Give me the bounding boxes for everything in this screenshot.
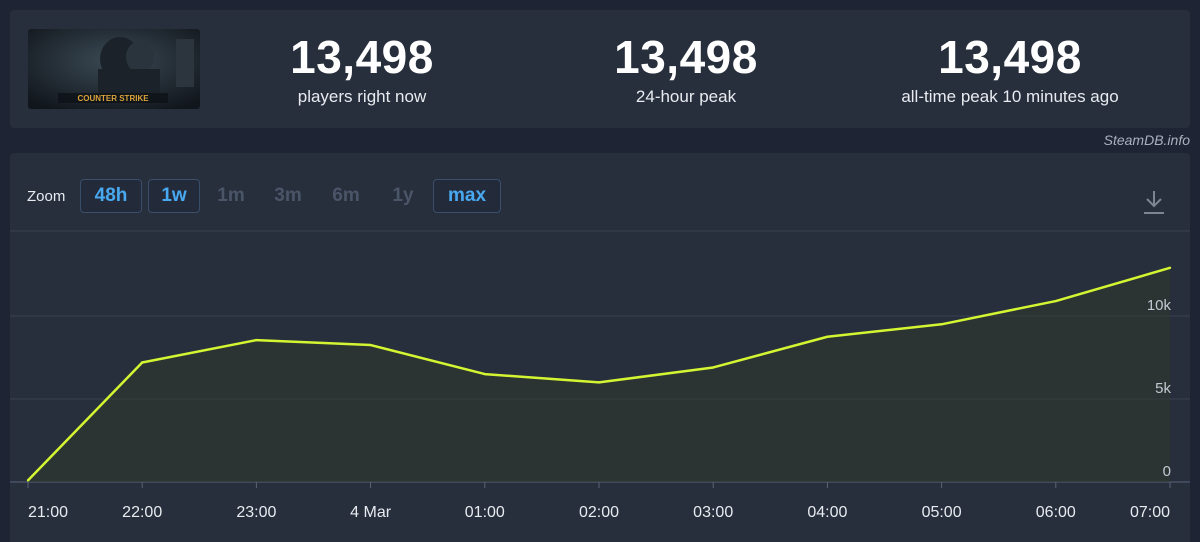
- stats-panel: COUNTER STRIKE 13,498 players right now …: [10, 10, 1190, 128]
- stat-label: all-time peak 10 minutes ago: [901, 87, 1119, 106]
- stat-value: 13,498: [290, 31, 434, 83]
- data-point-4: [483, 372, 486, 376]
- x-tick-label: 06:00: [1036, 504, 1076, 521]
- logo-text: COUNTER STRIKE: [77, 94, 149, 103]
- data-point-9: [1054, 299, 1058, 303]
- data-point-0: [26, 479, 30, 482]
- download-icon[interactable]: [1142, 189, 1166, 215]
- watermark[interactable]: SteamDB.info: [1103, 132, 1190, 148]
- y-tick-label: 5k: [1155, 380, 1171, 397]
- zoom-button-1w[interactable]: 1w: [148, 179, 200, 213]
- data-point-10: [1168, 266, 1172, 270]
- zoom-button-max[interactable]: max: [433, 179, 501, 213]
- game-logo[interactable]: COUNTER STRIKE: [28, 29, 200, 109]
- stat-24h-peak: 13,498 24-hour peak: [536, 32, 836, 108]
- zoom-button-48h[interactable]: 48h: [80, 179, 142, 213]
- data-point-1: [141, 361, 144, 364]
- x-tick-label: 21:00: [28, 504, 68, 521]
- stat-value: 13,498: [938, 31, 1082, 83]
- download-icon-glyph: [1144, 191, 1164, 214]
- x-tick-label: 04:00: [807, 504, 847, 521]
- y-tick-label: 10k: [1147, 297, 1172, 314]
- x-tick-label: 02:00: [579, 504, 619, 521]
- stat-players-now: 13,498 players right now: [212, 32, 512, 108]
- stat-label: 24-hour peak: [635, 87, 737, 106]
- x-tick-label: 4 Mar: [350, 504, 392, 521]
- zoom-button-6m[interactable]: 6m: [332, 185, 360, 206]
- data-point-2: [255, 338, 258, 342]
- data-point-5: [597, 381, 601, 384]
- zoom-button-3m[interactable]: 3m: [274, 185, 302, 206]
- stat-value: 13,498: [614, 31, 758, 83]
- stat-label: players right now: [297, 87, 427, 106]
- x-tick-label: 01:00: [465, 504, 505, 521]
- x-tick-label: 03:00: [693, 504, 733, 521]
- zoom-button-1m[interactable]: 1m: [217, 185, 245, 206]
- data-point-6: [712, 366, 715, 369]
- player-count-chart[interactable]: 0 5k 10k 21:00 22:00 23:00 4 Mar 01:00 02:00 03:0…: [0, 153, 1200, 542]
- stat-all-time-peak: 13,498 all-time peak 10 minutes ago: [860, 32, 1160, 108]
- y-tick-label: 0: [1163, 463, 1171, 480]
- data-point-7: [826, 335, 829, 338]
- x-tick-label: 22:00: [122, 504, 162, 521]
- zoom-button-1y[interactable]: 1y: [392, 185, 414, 206]
- x-tick-label: 07:00: [1130, 504, 1170, 521]
- data-point-8: [940, 323, 943, 326]
- x-tick-label: 05:00: [922, 504, 962, 521]
- x-tick-label: 23:00: [236, 504, 276, 521]
- counter-strike-logo-icon: COUNTER STRIKE: [28, 29, 200, 109]
- area-fill: [28, 267, 1170, 482]
- data-point-3: [369, 343, 372, 347]
- zoom-label: Zoom: [27, 188, 66, 205]
